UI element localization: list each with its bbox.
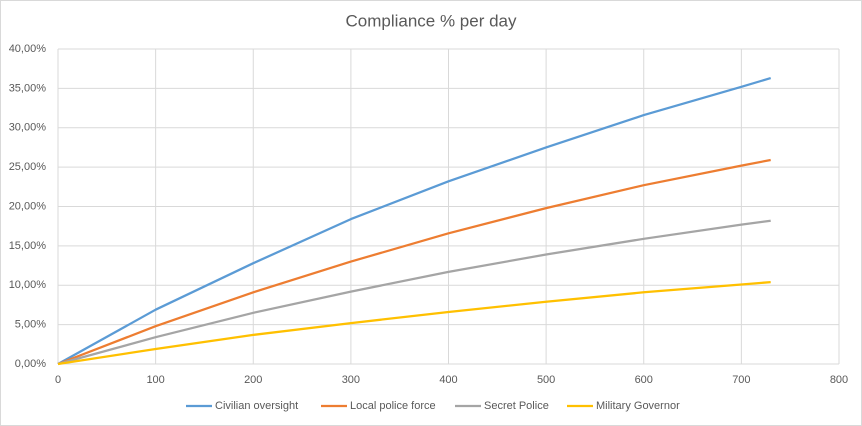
- y-tick-label: 40,00%: [9, 43, 47, 55]
- x-tick-label: 100: [146, 374, 164, 386]
- legend-label: Civilian oversight: [215, 400, 298, 412]
- y-tick-label: 5,00%: [15, 319, 46, 331]
- y-tick-label: 25,00%: [9, 161, 47, 173]
- x-tick-label: 200: [244, 374, 262, 386]
- y-tick-label: 30,00%: [9, 122, 47, 134]
- y-tick-label: 10,00%: [9, 279, 47, 291]
- x-tick-label: 800: [830, 374, 848, 386]
- chart-title: Compliance % per day: [345, 11, 517, 30]
- x-tick-label: 0: [55, 374, 61, 386]
- series-line: [57, 280, 771, 366]
- x-tick-label: 400: [439, 374, 457, 386]
- legend-label: Secret Police: [484, 400, 549, 412]
- x-tick-label: 500: [537, 374, 555, 386]
- x-tick-label: 600: [635, 374, 653, 386]
- series-line: [57, 158, 771, 366]
- legend-label: Military Governor: [596, 400, 680, 412]
- x-tick-label: 300: [342, 374, 360, 386]
- y-tick-label: 35,00%: [9, 82, 47, 94]
- legend-label: Local police force: [350, 400, 436, 412]
- x-tick-label: 700: [732, 374, 750, 386]
- y-tick-label: 20,00%: [9, 200, 47, 212]
- y-tick-label: 15,00%: [9, 240, 47, 252]
- series-line: [57, 77, 772, 365]
- series-line: [57, 219, 771, 366]
- y-tick-label: 0,00%: [15, 358, 46, 370]
